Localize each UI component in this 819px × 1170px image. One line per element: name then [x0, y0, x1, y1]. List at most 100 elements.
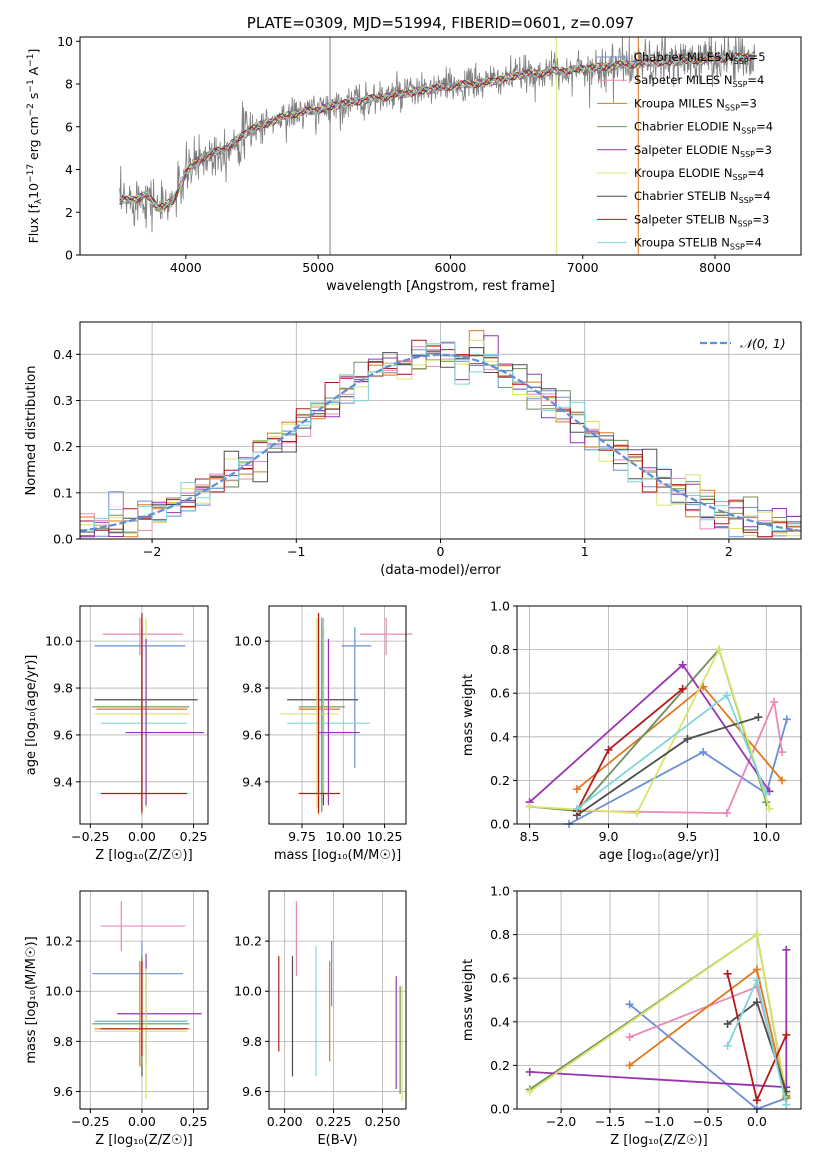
y-axis-label: Flux [fλ10−17 erg cm−2 s−1 A−1]	[26, 49, 44, 244]
weight-point-marker	[770, 697, 779, 706]
y-axis-label-part: −2	[26, 103, 36, 116]
y-tick-label: 9.8	[53, 1034, 73, 1049]
y-tick-label: 0.6	[490, 686, 510, 701]
weight-series-line	[576, 698, 783, 815]
weight-point-marker	[752, 1096, 761, 1105]
y-tick-label: 9.6	[242, 727, 262, 742]
weight-point-marker	[525, 1087, 534, 1096]
weight-point-marker	[525, 802, 534, 811]
weight-point-marker	[632, 809, 641, 818]
x-axis-label: age [log₁₀(age/yr)]	[599, 848, 720, 863]
y-tick-label: 9.6	[53, 1084, 73, 1099]
legend-series-name: Chabrier MILES	[634, 50, 721, 64]
legend-subscript: SSP	[725, 103, 740, 112]
weight-series-line	[568, 719, 788, 825]
weight-point-marker	[723, 1041, 732, 1050]
y-tick-label: 0.6	[490, 971, 510, 986]
axes-frame	[516, 605, 802, 825]
y-axis-label: Normed distribution	[24, 366, 39, 496]
x-tick-label: 0.250	[365, 1114, 401, 1129]
weight-point-marker	[762, 789, 771, 798]
x-tick-label: 0.25	[180, 1114, 208, 1129]
y-tick-label: 9.4	[242, 774, 262, 789]
legend-entry: Chabrier STELIB NSSP=4	[634, 189, 771, 205]
x-tick-label: 9.0	[599, 829, 619, 844]
y-tick-label: 8	[65, 77, 73, 92]
weight-series-line	[576, 685, 783, 790]
age-vs-z-chart: −0.25 0.00 0.25 9.4 9.6 9.8 10.0 Z [log₁₀(Z/Z☉)…	[24, 605, 209, 863]
weight-point-marker	[782, 715, 791, 724]
y-tick-label: 10.0	[234, 634, 262, 649]
x-tick-label: −1.5	[595, 1114, 625, 1129]
weight-point-marker	[752, 976, 761, 985]
legend-space: N	[728, 143, 740, 157]
x-tick-label: −1.0	[644, 1114, 674, 1129]
weight-point-marker	[752, 930, 761, 939]
weight-point-marker	[572, 785, 581, 794]
weight-series-line	[529, 933, 788, 1097]
x-tick-label: 10.0	[752, 829, 780, 844]
x-tick-label: 0.00	[128, 1114, 156, 1129]
y-axis-label: mass weight	[461, 674, 476, 756]
legend-space: N	[720, 166, 732, 180]
x-tick-label: −0.25	[71, 829, 109, 844]
legend-nssp: =3	[752, 212, 769, 226]
legend-subscript: SSP	[741, 127, 756, 136]
y-axis-label: mass [log₁₀(M/M☉)]	[24, 936, 39, 1063]
weight-point-marker	[604, 745, 613, 754]
legend-nssp: =4	[756, 120, 773, 134]
x-tick-label: 10.25	[367, 829, 403, 844]
axes-frame	[79, 36, 802, 256]
axes-frame	[79, 605, 209, 825]
legend-subscript: SSP	[732, 80, 747, 89]
y-tick-label: 9.8	[242, 1034, 262, 1049]
y-tick-label: 10.0	[45, 984, 73, 999]
residuals-chart: −2 −1 0 1 2 0.0 0.1 0.2 0.3 0.4 (data-model)/error…	[24, 321, 802, 578]
legend-nssp: =3	[755, 143, 772, 157]
y-tick-label: 0.4	[53, 347, 73, 362]
legend-subscript: SSP	[732, 173, 747, 182]
weight-point-marker	[625, 1033, 634, 1042]
weight-point-marker	[782, 1100, 791, 1109]
legend-entry: Chabrier ELODIE NSSP=4	[634, 120, 773, 136]
y-tick-label: 9.6	[242, 1084, 262, 1099]
x-axis-label: E(B-V)	[317, 1133, 357, 1148]
x-tick-label: 0.225	[316, 1114, 352, 1129]
histogram-plot-area	[80, 330, 801, 538]
weight-series-line	[529, 933, 788, 1094]
weight-point-marker	[572, 804, 581, 813]
weight-point-marker	[714, 645, 723, 654]
x-tick-label: 8.5	[520, 829, 540, 844]
spectrum-chart: 4000 5000 6000 7000 8000 0 2 4 6 8 10 wavelength [A…	[26, 14, 802, 294]
axes-frame	[268, 605, 407, 825]
x-tick-label: 9.75	[288, 829, 316, 844]
legend-nssp: =4	[745, 236, 762, 250]
legend-nssp: =4	[747, 166, 764, 180]
y-axis-label-part: s	[26, 93, 41, 104]
y-tick-label: 0.3	[53, 393, 73, 408]
y-tick-label: 10.2	[45, 934, 73, 949]
y-tick-label: 0.0	[53, 532, 73, 547]
x-tick-label: 0	[437, 544, 445, 559]
y-axis-label-part: λ	[34, 198, 44, 204]
weight-point-marker	[699, 748, 708, 757]
mass-vs-z-chart: −0.25 0.00 0.25 9.6 9.8 10.0 10.2 Z [log₁₀(Z/Z☉…	[24, 890, 209, 1148]
model-spectrum-line	[119, 52, 756, 208]
weight-vs-z-chart: −2.0 −1.5 −1.0 −0.5 0.0 0.0 0.2 0.4 0.6 0.8 1.0 Z […	[461, 884, 802, 1148]
legend-entry: Chabrier MILES NSSP=5	[634, 50, 766, 66]
chart-title: PLATE=0309, MJD=51994, FIBERID=0601, z=0…	[247, 14, 634, 32]
normal-curve-line	[80, 353, 799, 532]
y-tick-label: 9.4	[53, 774, 73, 789]
legend-entry: Kroupa MILES NSSP=3	[634, 96, 757, 112]
axes-frame	[79, 890, 209, 1110]
legend-space: N	[729, 120, 741, 134]
weight-point-marker	[625, 1061, 634, 1070]
y-tick-label: 0.4	[490, 729, 510, 744]
y-tick-label: 2	[65, 205, 73, 220]
legend-series-name: Kroupa MILES	[634, 96, 713, 110]
weight-point-marker	[778, 776, 787, 785]
weight-point-marker	[722, 809, 731, 818]
x-tick-label: 8000	[699, 260, 731, 275]
